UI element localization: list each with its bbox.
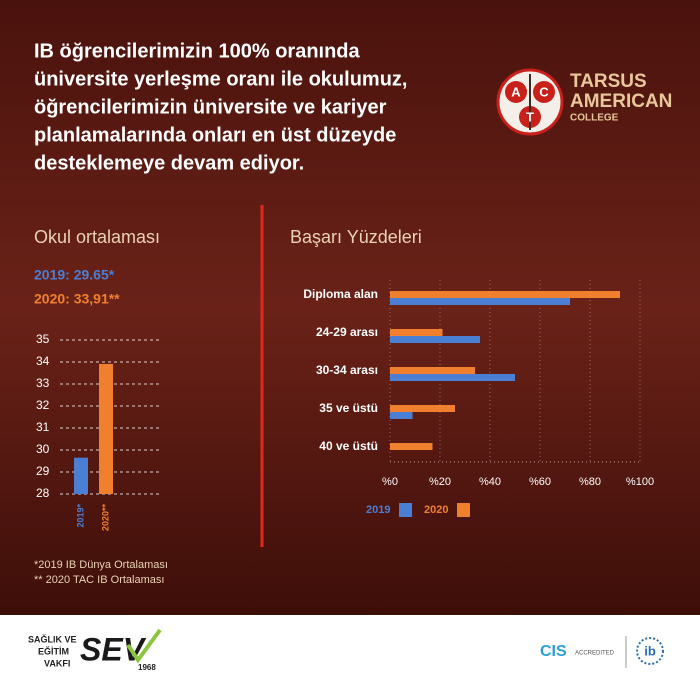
headline: üniversite yerleşme oranı ile okulumuz,	[34, 68, 407, 90]
x-tick-label: %0	[382, 476, 398, 488]
logo-name: AMERICAN	[570, 91, 672, 112]
x-tick-label: 2019*	[75, 504, 85, 528]
background	[0, 0, 700, 615]
footnote: *2019 IB Dünya Ortalaması	[34, 559, 168, 571]
footer-band	[0, 615, 700, 700]
y-tick-label: 28	[36, 486, 50, 500]
category-label: Diploma alan	[303, 287, 378, 301]
bar	[99, 363, 113, 494]
chart-title: Okul ortalaması	[34, 227, 160, 247]
legend-swatch	[457, 503, 470, 517]
bar	[390, 298, 570, 305]
logo-letter: T	[526, 109, 534, 124]
footnote: ** 2020 TAC IB Ortalaması	[34, 574, 164, 586]
category-label: 35 ve üstü	[319, 401, 378, 415]
x-tick-label: %60	[529, 476, 551, 488]
sev-mark: SEV	[80, 631, 147, 667]
x-tick-label: %80	[579, 476, 601, 488]
y-tick-label: 35	[36, 332, 50, 346]
logo-letter: A	[511, 84, 521, 99]
cis-text: CIS	[540, 643, 567, 660]
x-tick-label: %100	[626, 476, 654, 488]
headline: IB öğrencilerimizin 100% oranında	[34, 40, 361, 62]
y-tick-label: 33	[36, 376, 50, 390]
sev-logo: SAĞLIK VE EĞİTİM VAKFI SEV 1968	[28, 628, 162, 672]
bar	[390, 405, 455, 412]
headline: planlamalarında onları en üst düzeyde	[34, 124, 396, 146]
bar	[390, 291, 620, 298]
headline: öğrencilerimizin üniversite ve kariyer	[34, 96, 387, 118]
cis-accredited: ACCREDITED	[575, 651, 615, 657]
logo-name: COLLEGE	[570, 113, 619, 124]
legend-label: 2019	[366, 504, 390, 516]
y-tick-label: 29	[36, 464, 50, 478]
y-tick-label: 32	[36, 398, 50, 412]
legend-swatch	[399, 503, 412, 517]
bar	[390, 412, 413, 419]
category-label: 40 ve üstü	[319, 439, 378, 453]
annotation: 2020: 33,91**	[34, 291, 120, 307]
annotation: 2019: 29.65*	[34, 267, 115, 283]
sev-year: 1968	[138, 663, 156, 672]
y-tick-label: 34	[36, 354, 50, 368]
ib-text: ib	[644, 643, 656, 658]
cis-logo: CIS ACCREDITED ib	[540, 636, 664, 668]
logo-name: TARSUS	[570, 71, 647, 92]
logo-letter: C	[539, 84, 549, 99]
x-tick-label: %40	[479, 476, 501, 488]
x-tick-label: %20	[429, 476, 451, 488]
bar	[390, 374, 515, 381]
bar	[390, 336, 480, 343]
y-tick-label: 31	[36, 420, 50, 434]
school-logo: A C T TARSUS AMERICAN COLLEGE	[496, 68, 672, 136]
bar	[74, 457, 88, 494]
sev-text: VAKFI	[44, 658, 70, 668]
category-label: 24-29 arası	[316, 325, 378, 339]
bar	[390, 443, 433, 450]
bar	[390, 329, 443, 336]
headline: desteklemeye devam ediyor.	[34, 152, 304, 174]
y-tick-label: 30	[36, 442, 50, 456]
bar	[390, 367, 475, 374]
legend-label: 2020	[424, 504, 448, 516]
sev-text: SAĞLIK VE	[28, 633, 77, 644]
x-tick-label: 2020**	[100, 504, 110, 532]
category-label: 30-34 arası	[316, 363, 378, 377]
sev-text: EĞİTİM	[38, 645, 69, 656]
chart-title: Başarı Yüzdeleri	[290, 227, 422, 247]
